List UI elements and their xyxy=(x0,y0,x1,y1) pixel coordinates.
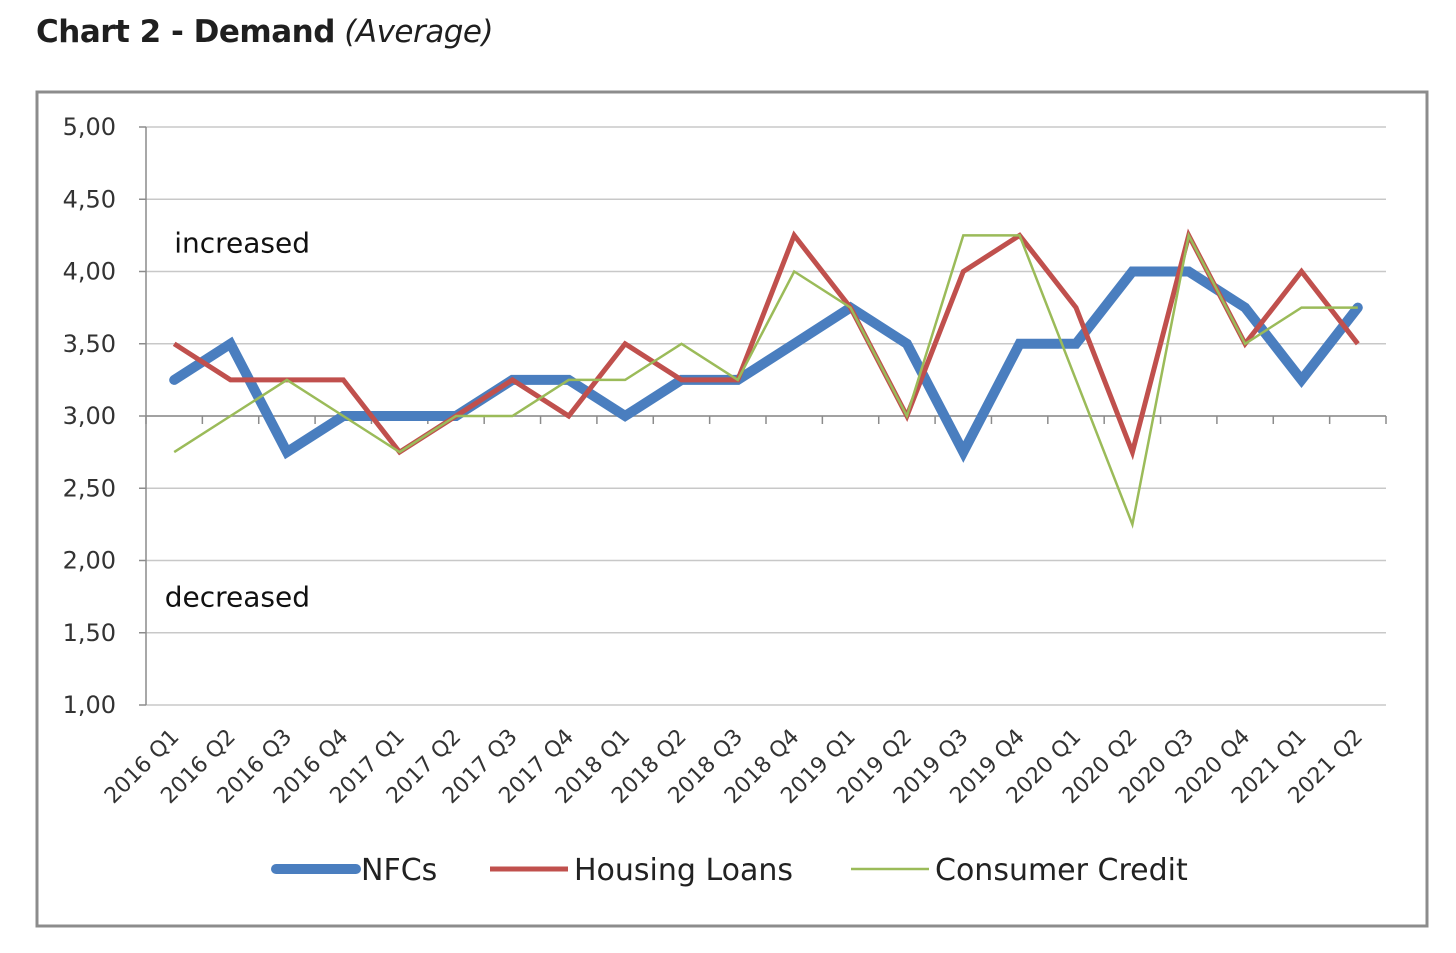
y-axis-ticks: 1,00 1,50 2,00 2,50 3,00 3,50 4,00 4,50 5,00 xyxy=(63,113,116,719)
y-tick-label: 2,50 xyxy=(63,474,116,502)
chart-title-sub: (Average) xyxy=(344,14,494,50)
legend-label: NFCs xyxy=(361,853,437,888)
legend: NFCs Housing Loans Consumer Credit xyxy=(271,853,1188,888)
legend-label: Consumer Credit xyxy=(935,853,1188,888)
y-tick-label: 4,50 xyxy=(63,185,116,213)
y-tick-label: 2,00 xyxy=(63,547,116,575)
chart-title-main: Chart 2 - Demand xyxy=(36,14,335,50)
y-tick-label: 4,00 xyxy=(63,258,116,286)
y-tick-label: 3,50 xyxy=(63,330,116,358)
annotation-decreased: decreased xyxy=(165,581,310,614)
annotation-increased: increased xyxy=(174,227,310,260)
series-line-consumer-credit xyxy=(173,231,1358,529)
chart-frame xyxy=(35,90,1429,928)
y-tick-label: 1,50 xyxy=(63,619,116,647)
y-tick-label: 5,00 xyxy=(63,113,116,141)
y-tick-label: 3,00 xyxy=(63,402,116,430)
series-line-housing-loans xyxy=(172,228,1360,461)
annotations: increased decreased xyxy=(165,227,310,614)
legend-label: Housing Loans xyxy=(574,853,793,888)
y-tick-label: 1,00 xyxy=(63,691,116,719)
series-lines xyxy=(169,228,1363,529)
chart-title: Chart 2 - Demand (Average) xyxy=(36,14,494,50)
